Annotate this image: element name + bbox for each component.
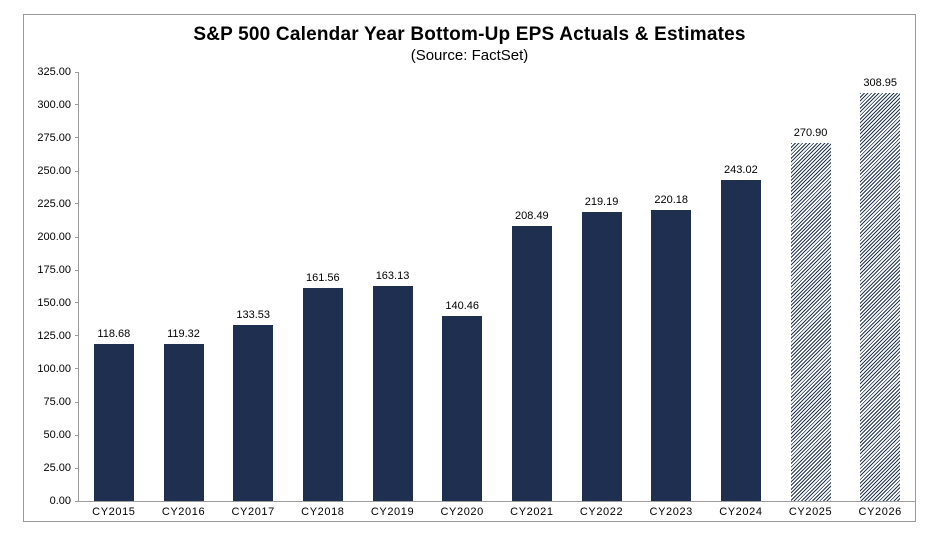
bar-CY2020 (442, 315, 483, 501)
y-tick-label: 25.00 (43, 462, 71, 474)
y-tick-mark (75, 170, 79, 172)
y-tick-mark (75, 368, 79, 370)
y-tick-mark (75, 104, 79, 106)
x-tick-label-CY2016: CY2016 (161, 506, 206, 518)
chart-title: S&P 500 Calendar Year Bottom-Up EPS Actu… (193, 24, 746, 45)
bar-CY2022 (581, 211, 622, 501)
x-tick-label-CY2020: CY2020 (440, 506, 484, 518)
y-tick-mark (75, 302, 79, 304)
y-tick-mark (75, 236, 79, 238)
bar-column-CY2019: 163.13 CY2019 (358, 72, 428, 518)
bar-CY2019 (372, 285, 413, 501)
y-tick-mark (75, 500, 79, 502)
bar-column-CY2017: 133.53 CY2017 (218, 72, 288, 518)
bar-value-label-CY2019: 163.13 (375, 269, 410, 282)
x-tick-label-CY2015: CY2015 (92, 506, 136, 518)
bar-value-label-CY2022: 219.19 (584, 195, 619, 208)
bar-value-label-CY2017: 133.53 (236, 308, 270, 321)
y-tick-mark (75, 335, 79, 337)
bar-column-CY2015: 118.68 CY2015 (79, 72, 149, 518)
x-tick-label-CY2026: CY2026 (858, 506, 902, 518)
bar-CY2024 (720, 180, 761, 501)
bar-column-CY2018: 161.56 CY2018 (288, 72, 358, 518)
x-tick-label-CY2023: CY2023 (649, 506, 693, 518)
x-tick-label-CY2018: CY2018 (301, 506, 345, 518)
y-tick-label: 225.00 (37, 197, 71, 210)
estimate-bar-CY2026 (860, 93, 901, 501)
y-tick-label: 150.00 (37, 296, 71, 309)
bar-CY2021 (511, 225, 552, 501)
plot-area: 0.00 25.00 50.00 75.00 100.00 125.00 150.00 175… (37, 66, 915, 519)
estimate-bar-CY2025 (790, 143, 831, 501)
x-tick-label-CY2021: CY2021 (510, 506, 554, 518)
bar-value-label-CY2023: 220.18 (654, 194, 689, 207)
bar-value-label-CY2026: 308.95 (863, 77, 898, 90)
y-tick-mark (75, 203, 79, 205)
bar-CY2015 (93, 344, 134, 501)
bar-value-label-CY2020: 140.46 (445, 299, 480, 312)
bar-value-label-CY2021: 208.49 (515, 209, 549, 222)
bar-column-CY2023: 220.18 CY2023 (636, 72, 706, 518)
x-tick-label-CY2017: CY2017 (231, 506, 275, 518)
bar-column-CY2026: 308.95 CY2026 (845, 72, 915, 518)
x-tick-label-CY2019: CY2019 (370, 506, 415, 518)
y-tick-mark (75, 467, 79, 469)
y-tick-label: 300.00 (37, 98, 71, 111)
y-tick-mark (75, 401, 79, 403)
bar-value-label-CY2024: 243.02 (724, 164, 758, 177)
bar-column-CY2021: 208.49 CY2021 (497, 72, 567, 518)
bar-column-CY2016: 119.32 CY2016 (149, 72, 219, 519)
bar-column-CY2020: 140.46 CY2020 (427, 72, 497, 518)
y-tick-mark (75, 71, 79, 73)
bar-column-CY2025: 270.90 CY2025 (776, 72, 846, 518)
x-tick-label-CY2022: CY2022 (579, 506, 624, 518)
bar-value-label-CY2016: 119.32 (167, 327, 200, 340)
chart-subtitle: (Source: FactSet) (410, 47, 529, 64)
bar-CY2023 (651, 210, 692, 501)
chart-frame: S&P 500 Calendar Year Bottom-Up EPS Actu… (23, 14, 916, 522)
y-tick-label: 175.00 (37, 264, 71, 276)
bar-CY2018 (302, 287, 343, 501)
y-tick-label: 200.00 (37, 231, 71, 243)
y-tick-label: 325.00 (37, 66, 71, 78)
x-tick-label-CY2024: CY2024 (719, 506, 763, 518)
y-tick-mark (75, 269, 79, 271)
y-tick-label: 100.00 (37, 362, 71, 375)
bar-CY2017 (233, 324, 274, 501)
bar-column-CY2024: 243.02 CY2024 (706, 72, 776, 518)
bar-CY2016 (163, 343, 204, 501)
y-tick-label: 50.00 (43, 429, 71, 441)
y-tick-label: 275.00 (37, 131, 71, 144)
bar-value-label-CY2015: 118.68 (97, 328, 131, 341)
y-tick-label: 125.00 (37, 329, 71, 342)
x-tick-label-CY2025: CY2025 (788, 506, 833, 518)
y-tick-mark (75, 434, 79, 436)
bar-value-label-CY2025: 270.90 (793, 127, 828, 140)
bar-value-label-CY2018: 161.56 (306, 271, 340, 284)
y-tick-mark (75, 137, 79, 139)
y-tick-label: 250.00 (37, 165, 71, 177)
y-tick-label: 75.00 (43, 396, 71, 408)
bar-column-CY2022: 219.19 CY2022 (567, 72, 637, 518)
y-tick-label: 0.00 (49, 495, 71, 507)
